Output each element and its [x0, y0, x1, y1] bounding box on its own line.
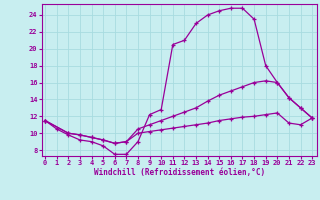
X-axis label: Windchill (Refroidissement éolien,°C): Windchill (Refroidissement éolien,°C) [94, 168, 265, 177]
